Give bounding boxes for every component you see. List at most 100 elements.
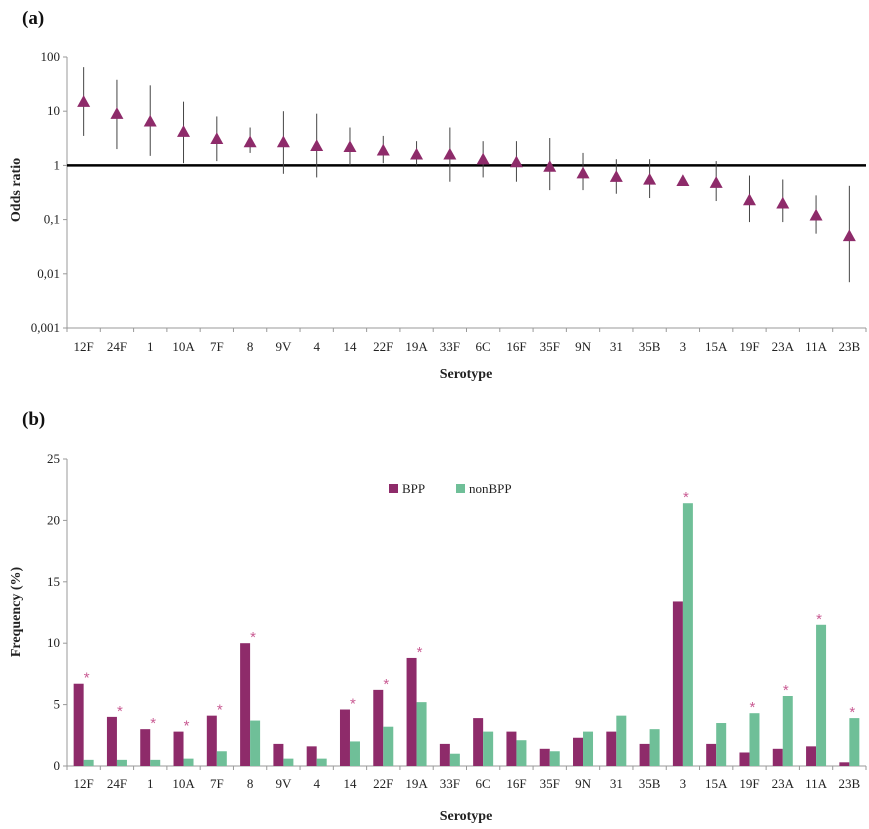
bar-nonbpp bbox=[349, 741, 360, 766]
odds-ratio-marker bbox=[742, 193, 756, 206]
bar-bpp bbox=[806, 746, 817, 766]
panel-b-y-ticks: 0 5 10 15 20 25 bbox=[47, 451, 867, 773]
bar-nonbpp bbox=[716, 723, 727, 766]
panel-a-x-tick-label: 9N bbox=[575, 339, 592, 354]
panel-b-bars bbox=[73, 503, 860, 766]
bar-bpp bbox=[206, 715, 217, 766]
panel-b-x-tick-label: 15A bbox=[705, 776, 728, 791]
odds-ratio-marker bbox=[576, 166, 590, 179]
bar-bpp bbox=[106, 716, 117, 766]
significance-star: * bbox=[683, 489, 689, 506]
bar-nonbpp bbox=[150, 759, 161, 766]
odds-ratio-marker bbox=[210, 132, 224, 144]
panel-a-x-tick-label: 35B bbox=[639, 339, 661, 354]
bar-nonbpp bbox=[416, 702, 427, 766]
panel-b-y-tick-label: 5 bbox=[54, 697, 61, 712]
odds-ratio-marker bbox=[609, 170, 623, 182]
significance-star: * bbox=[217, 702, 223, 719]
bar-bpp bbox=[606, 731, 617, 766]
odds-ratio-marker bbox=[842, 229, 856, 242]
bar-bpp bbox=[306, 746, 317, 766]
panel-b-axes bbox=[66, 459, 866, 767]
panel-b-x-tick-label: 11A bbox=[805, 776, 828, 791]
panel-a-y-tick-label: 100 bbox=[41, 49, 61, 64]
bar-nonbpp bbox=[316, 758, 327, 766]
significance-star: * bbox=[783, 682, 789, 699]
panel-b-x-tick-label: 22F bbox=[373, 776, 393, 791]
bar-nonbpp bbox=[250, 720, 261, 766]
panel-a-x-tick-label: 19F bbox=[739, 339, 759, 354]
significance-star: * bbox=[383, 676, 389, 693]
odds-ratio-marker bbox=[243, 135, 257, 148]
panel-a-x-tick-label: 19A bbox=[405, 339, 428, 354]
bar-nonbpp bbox=[816, 624, 827, 766]
bar-nonbpp bbox=[516, 740, 527, 766]
significance-star: * bbox=[84, 670, 90, 687]
bar-nonbpp bbox=[183, 758, 194, 766]
bar-nonbpp bbox=[83, 759, 94, 766]
panel-a-markers bbox=[77, 67, 856, 283]
significance-star: * bbox=[150, 715, 156, 732]
bar-bpp bbox=[506, 731, 517, 766]
panel-b-x-ticks: 12F 24F 1 10A 7F 8 9V 4 14 22F 19A 33F 6C 16F 35F 9N 31 3… bbox=[74, 776, 861, 791]
panel-b-label: (b) bbox=[22, 409, 45, 430]
odds-ratio-marker bbox=[177, 125, 191, 137]
bar-nonbpp bbox=[283, 758, 294, 766]
panel-b-x-tick-label: 23A bbox=[772, 776, 795, 791]
bar-bpp bbox=[240, 643, 251, 766]
odds-ratio-chart: (a) Odds ratio Serotype 0,001 0,01 0,1 1 10 1… bbox=[9, 8, 867, 382]
panel-b-y-tick-label: 0 bbox=[54, 758, 61, 773]
panel-a-x-tick-label: 16F bbox=[506, 339, 526, 354]
panel-b-y-tick-label: 20 bbox=[47, 512, 60, 527]
panel-a-x-tick-label: 7F bbox=[210, 339, 224, 354]
panel-a-x-tick-label: 23B bbox=[839, 339, 861, 354]
panel-a-y-tick-label: 0,001 bbox=[31, 320, 60, 335]
bar-nonbpp bbox=[849, 718, 860, 766]
panel-b-x-tick-label: 4 bbox=[313, 776, 320, 791]
odds-ratio-marker bbox=[476, 152, 490, 165]
bar-nonbpp bbox=[616, 715, 627, 766]
panel-b-x-tick-label: 8 bbox=[247, 776, 254, 791]
bar-bpp bbox=[839, 762, 850, 766]
panel-a-axes bbox=[66, 57, 866, 329]
panel-b-legend: BPP nonBPP bbox=[389, 481, 512, 496]
bar-nonbpp bbox=[483, 731, 494, 766]
panel-a-x-tick-label: 9V bbox=[275, 339, 292, 354]
panel-a-label: (a) bbox=[22, 8, 44, 29]
bar-bpp bbox=[473, 718, 484, 766]
significance-star: * bbox=[350, 696, 356, 713]
bar-bpp bbox=[639, 743, 650, 766]
panel-a-y-ticks: 0,001 0,01 0,1 1 10 100 bbox=[31, 49, 867, 335]
bar-nonbpp bbox=[682, 503, 693, 766]
odds-ratio-marker bbox=[310, 139, 324, 151]
panel-a-x-tick-label: 22F bbox=[373, 339, 393, 354]
panel-b-x-tick-label: 1 bbox=[147, 776, 154, 791]
panel-a-x-tick-label: 33F bbox=[440, 339, 460, 354]
panel-b-x-tick-label: 10A bbox=[172, 776, 195, 791]
significance-star: * bbox=[417, 644, 423, 661]
bar-nonbpp bbox=[216, 751, 227, 766]
panel-b-y-tick-label: 25 bbox=[47, 451, 60, 466]
bar-bpp bbox=[406, 657, 417, 766]
odds-ratio-marker bbox=[77, 95, 91, 107]
panel-a-x-ticks: 12F 24F 1 10A 7F 8 9V 4 14 22F 19A 33F 6C 16F 35F 9N 31 3… bbox=[74, 339, 861, 354]
bar-nonbpp bbox=[649, 729, 660, 766]
panel-a-x-tick-label: 10A bbox=[172, 339, 195, 354]
panel-b-significance: * * * * * * * * * * * * * * bbox=[84, 489, 856, 734]
panel-a-y-tick-label: 1 bbox=[54, 157, 61, 172]
odds-ratio-marker bbox=[509, 155, 523, 168]
panel-b-x-tick-label: 19A bbox=[405, 776, 428, 791]
panel-a-x-tick-label: 1 bbox=[147, 339, 154, 354]
panel-a-y-tick-label: 10 bbox=[47, 103, 60, 118]
bar-bpp bbox=[273, 743, 284, 766]
panel-b-x-tick-label: 7F bbox=[210, 776, 224, 791]
legend-swatch-nonbpp bbox=[456, 484, 465, 493]
bar-nonbpp bbox=[449, 753, 460, 766]
panel-b-x-tick-label: 24F bbox=[107, 776, 127, 791]
panel-b-x-tick-label: 9V bbox=[275, 776, 292, 791]
panel-b-xlabel: Serotype bbox=[440, 809, 493, 824]
panel-a-xlabel: Serotype bbox=[440, 367, 493, 382]
panel-a-y-tick-label: 0,01 bbox=[37, 266, 60, 281]
significance-star: * bbox=[184, 718, 190, 735]
panel-b-x-tick-label: 33F bbox=[440, 776, 460, 791]
